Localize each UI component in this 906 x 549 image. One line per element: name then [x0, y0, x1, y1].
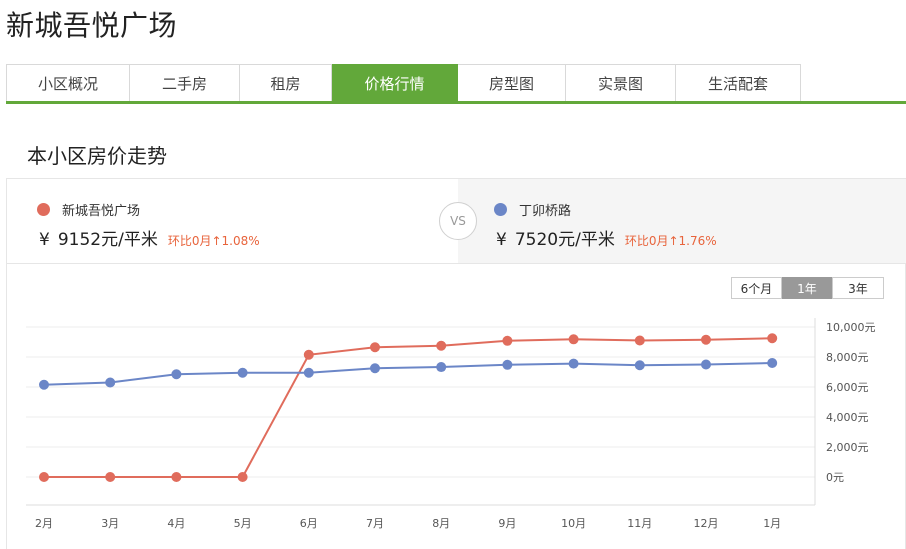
period-6-months-button[interactable]: 6个月: [731, 277, 782, 299]
data-point: [634, 360, 645, 371]
x-tick-label: 12月: [694, 517, 719, 530]
right-change: 环比0月↑1.76%: [624, 234, 717, 248]
x-tick-label: 11月: [627, 517, 652, 530]
left-change: 环比0月↑1.08%: [167, 234, 260, 248]
data-point: [237, 472, 248, 482]
x-tick-label: 10月: [561, 517, 586, 530]
x-tick-label: 4月: [167, 517, 185, 530]
x-tick-label: 1月: [763, 517, 781, 530]
series-line-1: [44, 337, 773, 478]
y-tick-label: 6,000元: [826, 381, 869, 394]
data-point: [237, 367, 248, 378]
x-tick-label: 3月: [101, 517, 119, 530]
series-line-2: [43, 362, 773, 386]
data-point: [105, 377, 116, 388]
left-price-row: ¥ 9152元/平米 环比0月↑1.08%: [39, 225, 260, 250]
y-tick-label: 8,000元: [826, 351, 869, 364]
data-point: [370, 363, 380, 374]
y-tick-label: 2,000元: [826, 441, 869, 454]
y-tick-label: 10,000元: [826, 321, 876, 334]
period-1-year-button[interactable]: 1年: [782, 277, 832, 299]
tab-bar: 小区概况 二手房 租房 价格行情 房型图 实景图 生活配套: [6, 64, 906, 104]
data-point: [303, 367, 314, 378]
right-yen-symbol: ¥: [496, 230, 507, 250]
data-point: [39, 379, 49, 390]
period-3-years-button[interactable]: 3年: [832, 277, 884, 299]
data-point: [634, 335, 645, 346]
left-community-name: 新城吾悦广场: [62, 204, 141, 219]
tab-second-hand[interactable]: 二手房: [130, 64, 240, 101]
data-point: [105, 472, 116, 482]
y-tick-label: 4,000元: [826, 411, 869, 424]
right-price: 7520元/平米: [514, 230, 615, 250]
data-point: [436, 362, 447, 373]
tab-rent[interactable]: 租房: [240, 64, 332, 101]
x-tick-label: 5月: [234, 517, 252, 530]
data-point: [171, 472, 182, 482]
price-comparison-panel: 新城吾悦广场 ¥ 9152元/平米 环比0月↑1.08% VS 丁卯桥路 ¥ 7…: [6, 178, 906, 264]
data-point: [303, 349, 314, 360]
right-price-row: ¥ 7520元/平米 环比0月↑1.76%: [496, 225, 717, 250]
right-legend: 丁卯桥路: [494, 200, 571, 219]
data-point: [436, 340, 447, 351]
tab-price-trend[interactable]: 价格行情: [332, 64, 458, 101]
left-legend: 新城吾悦广场: [37, 200, 140, 219]
tab-overview[interactable]: 小区概况: [6, 64, 130, 101]
data-point: [701, 359, 711, 370]
page-title: 新城吾悦广场: [6, 9, 178, 42]
data-point: [171, 369, 182, 380]
x-tick-label: 7月: [366, 517, 384, 530]
data-point: [568, 334, 579, 345]
right-series-dot: [494, 203, 507, 216]
tab-amenities[interactable]: 生活配套: [676, 64, 801, 101]
data-point: [767, 333, 778, 344]
data-point: [568, 358, 579, 369]
x-tick-label: 2月: [35, 517, 53, 530]
x-tick-label: 9月: [498, 517, 516, 530]
data-point: [502, 359, 513, 370]
section-title: 本小区房价走势: [27, 144, 167, 168]
data-point: [701, 334, 711, 345]
right-road-name: 丁卯桥路: [519, 204, 572, 219]
data-point: [502, 335, 513, 346]
data-point: [370, 342, 380, 353]
comparison-right-bg: [458, 179, 906, 263]
tab-floor-plan[interactable]: 房型图: [458, 64, 566, 101]
tab-photos[interactable]: 实景图: [566, 64, 676, 101]
x-tick-label: 6月: [300, 517, 318, 530]
vs-badge: VS: [439, 202, 477, 240]
data-point: [39, 472, 49, 482]
data-point: [767, 358, 778, 368]
left-series-dot: [37, 203, 50, 216]
y-tick-label: 0元: [826, 471, 844, 484]
left-price: 9152元/平米: [57, 230, 158, 250]
x-tick-label: 8月: [432, 517, 450, 530]
left-yen-symbol: ¥: [39, 230, 50, 250]
